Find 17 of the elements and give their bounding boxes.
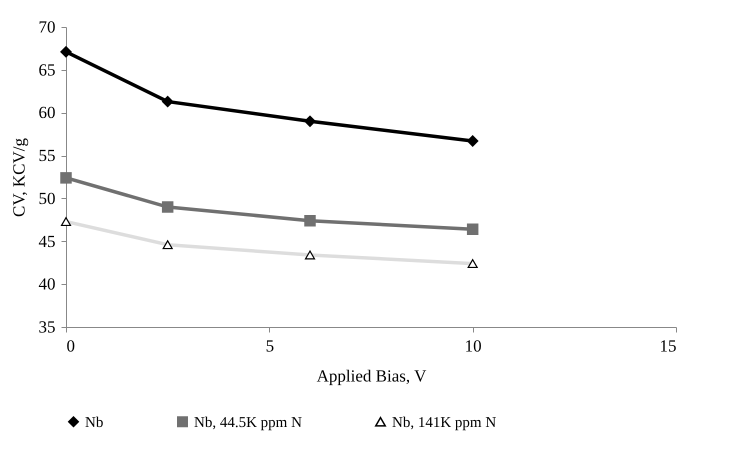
x-axis-title: Applied Bias, V (316, 366, 428, 386)
y-tick-label: 45 (38, 232, 56, 251)
x-tick-label: 15 (660, 336, 676, 356)
legend-label: Nb (85, 414, 104, 431)
y-tick-label: 50 (38, 188, 56, 208)
x-tick-label: 10 (464, 336, 482, 356)
y-tick-label: 35 (38, 318, 56, 336)
y-tick-label: 40 (38, 274, 56, 294)
y-axis-title: CV, KCV/g (10, 137, 28, 218)
x-tick-label: 5 (266, 336, 274, 356)
y-tick-label: 55 (38, 146, 56, 166)
y-tick-label: 60 (38, 103, 56, 122)
legend-label: Nb, 141K ppm N (392, 414, 496, 431)
y-tick-label: 65 (38, 60, 56, 80)
y-tick-label: 70 (38, 18, 56, 36)
legend-label: Nb, 44.5K ppm N (194, 414, 302, 431)
x-tick-label: 0 (66, 336, 75, 356)
